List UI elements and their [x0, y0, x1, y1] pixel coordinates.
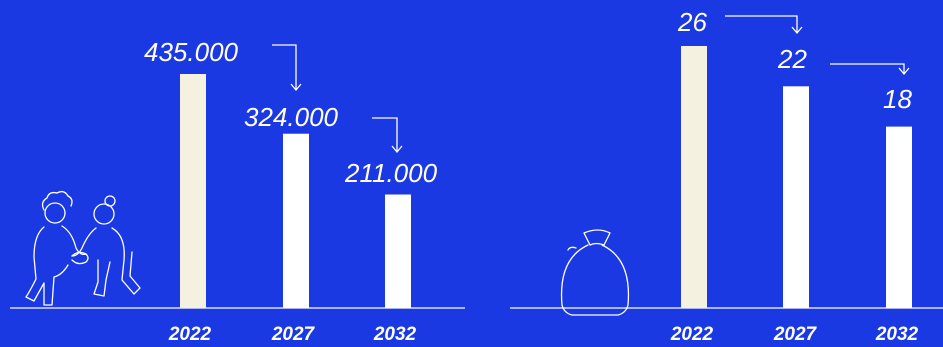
trend-arrow-head	[898, 67, 910, 76]
year-label-2027: 2027	[773, 324, 818, 345]
year-label-2022: 2022	[168, 324, 212, 345]
year-label-2032: 2032	[373, 324, 417, 345]
value-label-2027: 22	[777, 44, 807, 74]
bar-2032	[385, 194, 411, 308]
trend-arrow-line	[372, 117, 398, 152]
value-label-2022: 435.000	[144, 37, 239, 67]
bar-2027	[783, 86, 809, 308]
trend-arrow-line	[272, 44, 297, 90]
year-label-2032: 2032	[875, 324, 919, 345]
bar-2032	[886, 126, 912, 308]
value-label-2022: 26	[677, 7, 707, 37]
trend-arrow-head	[791, 26, 803, 35]
trend-arrow-line	[830, 63, 905, 74]
right-chart-bars: 26 22 18 2022 2027 2032	[670, 7, 919, 345]
trend-arrow-head	[391, 145, 403, 154]
trend-arrow-head	[290, 83, 302, 92]
bar-2022	[681, 46, 707, 308]
money-bag-icon	[560, 229, 630, 316]
bar-2022	[180, 74, 206, 308]
value-label-2032: 211.000	[344, 158, 438, 188]
value-label-2032: 18	[883, 84, 912, 114]
bar-2027	[283, 133, 309, 308]
year-label-2022: 2022	[670, 324, 714, 345]
two-people-icon	[25, 190, 141, 306]
trend-arrow-line	[725, 15, 798, 33]
value-label-2027: 324.000	[244, 102, 339, 132]
year-label-2027: 2027	[271, 324, 316, 345]
